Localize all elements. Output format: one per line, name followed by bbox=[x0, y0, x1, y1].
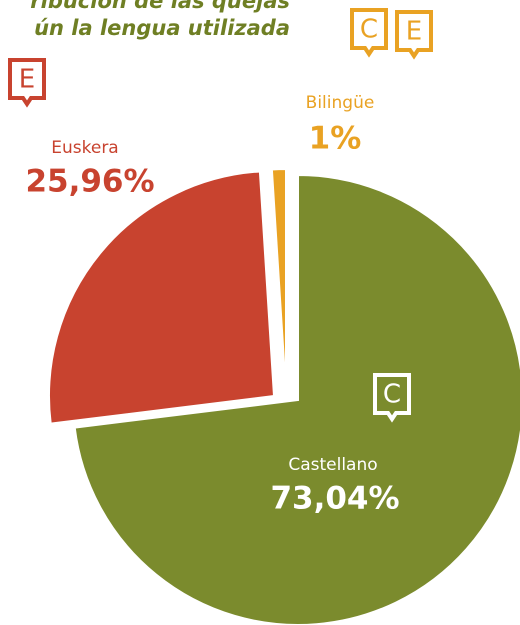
icon-letter: C bbox=[383, 380, 401, 410]
pie-slice bbox=[48, 170, 276, 425]
pie-slice bbox=[270, 167, 287, 395]
icon-letter: C bbox=[360, 15, 378, 45]
slice-value-label: 73,04% bbox=[270, 481, 399, 517]
slice-value-label: 25,96% bbox=[25, 164, 154, 200]
icon-letter: E bbox=[19, 65, 35, 95]
slice-name: Castellano bbox=[288, 455, 377, 475]
slice-name: Euskera bbox=[51, 138, 118, 158]
icon-letter: E bbox=[406, 17, 422, 47]
title-line: ribución de las quejas bbox=[30, 0, 290, 13]
slice-value-label: 1% bbox=[309, 121, 362, 157]
slice-name: Bilingüe bbox=[306, 93, 375, 113]
language-icon bbox=[395, 10, 433, 60]
language-icon bbox=[373, 373, 411, 423]
title-line: ún la lengua utilizada bbox=[34, 16, 290, 40]
language-icon bbox=[8, 58, 46, 108]
language-icon bbox=[350, 8, 388, 58]
pie-slice bbox=[73, 173, 520, 625]
